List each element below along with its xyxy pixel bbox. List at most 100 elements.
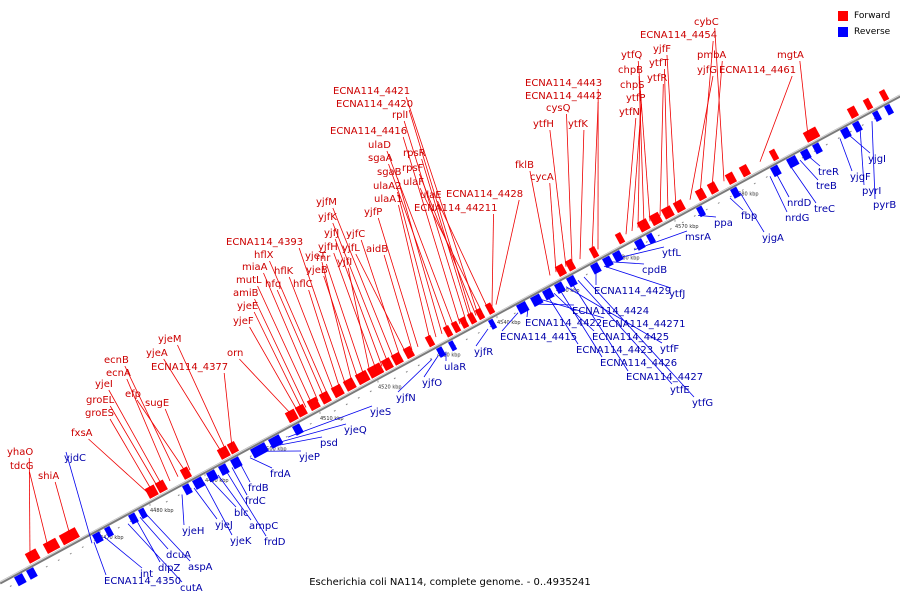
forward-gene-block — [554, 263, 568, 277]
forward-gene-label: hflK — [274, 266, 294, 277]
forward-gene-label: chpB — [618, 65, 643, 76]
reverse-gene-label: nrdD — [787, 198, 812, 209]
forward-gene-block — [294, 403, 308, 418]
forward-leader-line — [759, 75, 793, 162]
reverse-leader-line — [559, 289, 603, 358]
forward-gene-label: cybC — [694, 17, 719, 28]
scale-dash — [381, 383, 384, 386]
forward-leader-line — [403, 120, 467, 321]
reverse-leader-line — [859, 127, 865, 186]
forward-gene-label: ECNA114_4393 — [226, 237, 303, 248]
scale-dash — [729, 195, 732, 198]
reverse-gene-label: yjfO — [422, 378, 442, 389]
forward-gene-label: orn — [227, 348, 243, 359]
scale-dash — [393, 377, 396, 380]
forward-gene-block — [366, 362, 385, 379]
reverse-gene-label: msrA — [685, 232, 711, 243]
reverse-leader-line — [139, 516, 169, 550]
reverse-gene-block — [786, 154, 800, 169]
forward-gene-label: yjfI — [337, 257, 352, 268]
reverse-gene-label: dipZ — [158, 563, 180, 574]
forward-gene-block — [66, 527, 80, 542]
reverse-gene-block — [230, 456, 243, 470]
forward-gene-block — [636, 218, 651, 233]
scale-dash — [513, 312, 516, 315]
reverse-gene-block — [800, 148, 812, 161]
forward-gene-block — [878, 89, 890, 102]
reverse-leader-line — [269, 436, 323, 448]
forward-gene-label: yjfH — [318, 242, 338, 253]
forward-gene-label: ytfK — [568, 119, 588, 130]
reverse-gene-label: frdA — [270, 469, 291, 480]
forward-feature-track — [24, 89, 890, 564]
reverse-gene-label: aspA — [188, 562, 213, 573]
forward-leader-line — [333, 252, 377, 370]
forward-leader-line — [257, 285, 313, 405]
scale-dash — [177, 494, 180, 497]
forward-gene-block — [458, 316, 470, 329]
reverse-gene-block — [192, 476, 206, 490]
forward-gene-label: ulaA1 — [374, 194, 402, 205]
forward-gene-block — [330, 383, 345, 399]
forward-gene-label: ytfR — [647, 73, 667, 84]
forward-gene-label: ECNA114_4428 — [446, 189, 523, 200]
forward-leader-line — [332, 207, 395, 360]
forward-gene-label: tdcG — [10, 461, 34, 472]
forward-gene-block — [42, 537, 61, 555]
forward-gene-label: cysQ — [546, 103, 571, 114]
forward-leader-line — [388, 163, 449, 331]
scale-tick-label: 4510 kbp — [320, 416, 344, 422]
reverse-leader-line — [799, 159, 819, 181]
scale-dash — [165, 500, 168, 503]
legend-reverse-label: Reverse — [854, 27, 891, 37]
forward-gene-label: yjeB — [306, 265, 328, 276]
forward-leader-line — [334, 238, 383, 367]
reverse-gene-block — [436, 346, 447, 358]
forward-gene-label: yjfL — [342, 243, 360, 254]
forward-gene-label: sgaA — [368, 153, 393, 164]
reverse-gene-label: ppa — [714, 218, 733, 229]
reverse-gene-label: pyrI — [862, 186, 881, 197]
reverse-gene-label: ECNA114_4425 — [592, 332, 669, 343]
reverse-gene-label: cutA — [180, 583, 203, 594]
forward-leader-line — [136, 399, 187, 473]
reverse-leader-line — [697, 214, 717, 218]
scale-dash — [9, 585, 12, 588]
forward-leader-line — [529, 170, 551, 276]
scale-tick-label: 4490 kbp — [205, 478, 229, 484]
reverse-gene-label: frdB — [248, 483, 269, 494]
reverse-leader-line — [93, 541, 107, 576]
legend: Forward Reverse — [838, 8, 890, 40]
reverse-leader-line — [193, 487, 218, 520]
reverse-gene-label: psd — [320, 438, 338, 449]
forward-gene-label: ulaF — [403, 177, 424, 188]
forward-leader-line — [405, 96, 479, 315]
reverse-leader-line — [871, 121, 876, 200]
scale-dash — [753, 182, 756, 185]
scale-dash — [285, 435, 288, 438]
forward-gene-block — [466, 312, 478, 325]
scale-dash — [429, 357, 432, 360]
reverse-leader-line — [571, 283, 629, 372]
reverse-gene-block — [25, 567, 38, 580]
scale-dash — [825, 143, 828, 146]
forward-leader-line — [637, 60, 651, 222]
forward-gene-label: yjfF — [653, 44, 671, 55]
forward-leader-line — [397, 191, 437, 338]
forward-gene-label: yhaO — [7, 447, 33, 458]
reverse-leader-line — [769, 176, 788, 213]
forward-gene-label: ytfT — [649, 58, 669, 69]
forward-gene-label: ECNA114_4416 — [330, 126, 407, 137]
forward-gene-block — [614, 231, 626, 245]
reverse-leader-line — [239, 462, 251, 483]
scale-tick-label: 4570 kbp — [675, 224, 699, 230]
scale-dash — [405, 370, 408, 373]
forward-gene-label: ECNA114_4461 — [719, 65, 796, 76]
forward-leader-line — [549, 129, 567, 267]
forward-leader-line — [664, 68, 669, 212]
forward-gene-block — [318, 390, 332, 405]
reverse-gene-label: ampC — [249, 521, 278, 532]
scale-dash — [621, 254, 624, 256]
forward-gene-block — [846, 105, 860, 119]
forward-leader-line — [383, 254, 413, 351]
